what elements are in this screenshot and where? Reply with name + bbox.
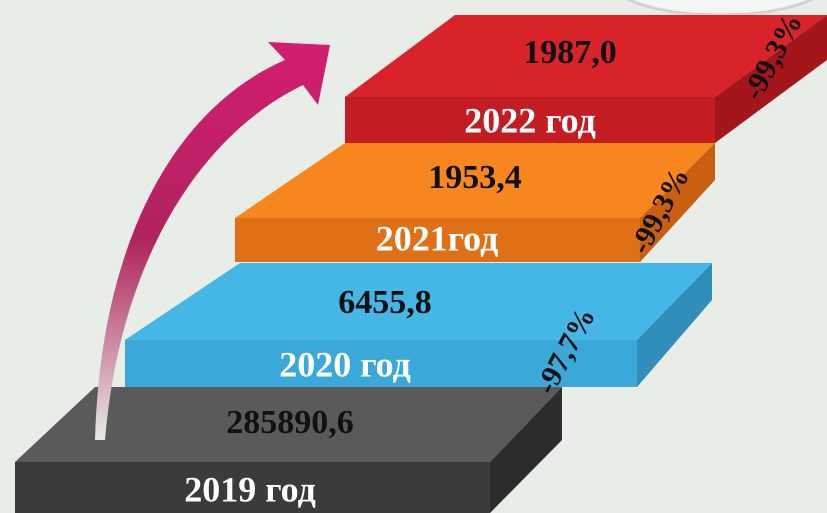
step-value: 1987,0 <box>523 34 617 71</box>
decor <box>610 0 827 15</box>
step-year: 2020 год <box>279 344 411 384</box>
step-year: 2021год <box>376 218 499 258</box>
step-value: 285890,6 <box>226 404 354 441</box>
step-value: 6455,8 <box>338 284 432 321</box>
step-year: 2019 год <box>184 469 316 509</box>
step-year: 2022 год <box>464 100 596 140</box>
step <box>125 263 712 387</box>
slide: 285890,6 2019 год 6455,8 2020 год -97,7%… <box>0 0 827 513</box>
step-value: 1953,4 <box>428 159 522 196</box>
